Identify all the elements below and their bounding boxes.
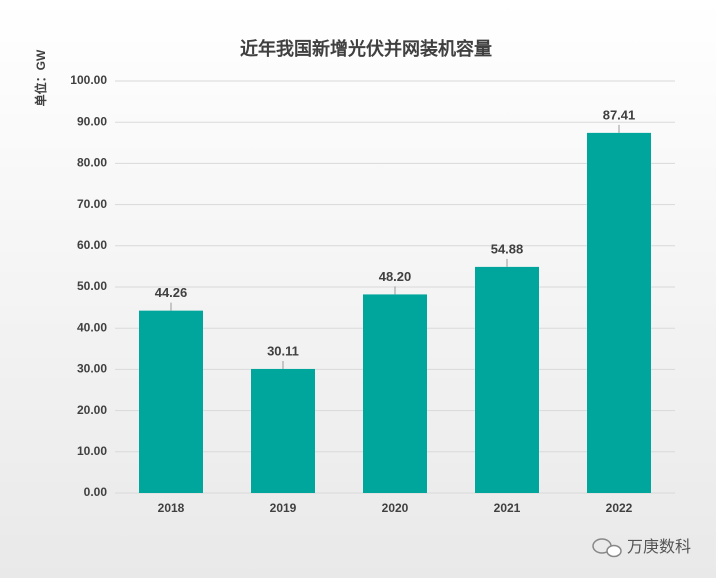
y-tick-label: 60.00 [77, 238, 107, 252]
y-tick-label: 80.00 [77, 156, 107, 170]
data-label: 48.20 [379, 269, 412, 284]
data-label: 44.26 [155, 285, 188, 300]
bar [251, 368, 315, 493]
y-tick-label: 90.00 [77, 114, 107, 128]
x-tick-label: 2018 [158, 501, 185, 515]
data-label: 54.88 [491, 241, 524, 256]
y-tick-label: 20.00 [77, 403, 107, 417]
bar [587, 132, 651, 494]
bar [363, 294, 427, 493]
data-label: 87.41 [603, 107, 636, 122]
y-tick-label: 50.00 [77, 279, 107, 293]
y-tick-label: 100.00 [70, 73, 107, 87]
x-tick-label: 2021 [494, 501, 521, 515]
bar [139, 310, 203, 493]
x-tick-label: 2020 [382, 501, 409, 515]
y-tick-label: 0.00 [84, 485, 108, 499]
x-tick-label: 2019 [270, 501, 297, 515]
chart-title: 近年我国新增光伏并网装机容量 [240, 38, 492, 59]
x-tick-label: 2022 [606, 501, 633, 515]
bar [475, 266, 539, 493]
y-tick-label: 30.00 [77, 362, 107, 376]
watermark: 万庚数科 [627, 538, 691, 556]
y-axis-label: 单位：GW [33, 49, 48, 106]
data-label: 30.11 [267, 343, 299, 358]
y-tick-label: 10.00 [77, 444, 107, 458]
watermark-icon [592, 538, 622, 558]
y-tick-label: 40.00 [77, 320, 107, 334]
y-tick-label: 70.00 [77, 197, 107, 211]
